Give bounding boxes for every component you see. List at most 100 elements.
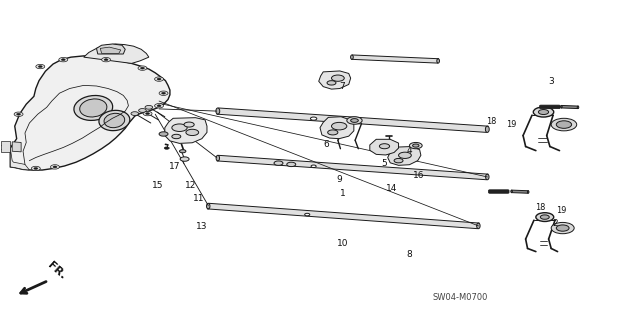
Text: 5: 5 — [381, 159, 387, 168]
Text: 9: 9 — [336, 175, 342, 184]
Ellipse shape — [99, 110, 130, 131]
Text: 10: 10 — [337, 239, 348, 248]
Circle shape — [53, 166, 57, 168]
Circle shape — [172, 134, 180, 139]
Polygon shape — [319, 71, 351, 89]
Text: 17: 17 — [169, 163, 180, 171]
Ellipse shape — [216, 108, 220, 114]
Ellipse shape — [511, 190, 513, 193]
Circle shape — [159, 91, 168, 95]
Circle shape — [287, 162, 296, 167]
Ellipse shape — [485, 126, 489, 132]
Circle shape — [102, 57, 111, 62]
Polygon shape — [100, 47, 121, 53]
Text: 12: 12 — [186, 181, 196, 190]
Circle shape — [31, 166, 40, 171]
Text: 8: 8 — [406, 250, 412, 259]
Text: 15: 15 — [152, 180, 164, 190]
Circle shape — [138, 66, 147, 70]
Circle shape — [328, 130, 338, 135]
Text: 11: 11 — [193, 194, 204, 203]
Polygon shape — [10, 56, 170, 170]
Circle shape — [157, 105, 161, 107]
Circle shape — [551, 222, 574, 234]
Text: 3: 3 — [548, 77, 554, 86]
Circle shape — [184, 122, 194, 127]
Ellipse shape — [486, 174, 489, 180]
Ellipse shape — [207, 203, 210, 209]
Circle shape — [38, 66, 42, 67]
Polygon shape — [351, 55, 438, 63]
Polygon shape — [12, 142, 21, 152]
Circle shape — [413, 144, 419, 147]
Text: 18: 18 — [486, 117, 497, 126]
Ellipse shape — [577, 106, 579, 109]
Polygon shape — [207, 203, 479, 229]
Circle shape — [162, 92, 166, 94]
Polygon shape — [84, 44, 149, 63]
Circle shape — [536, 213, 554, 221]
Circle shape — [347, 117, 362, 124]
Text: 16: 16 — [413, 171, 425, 180]
Ellipse shape — [216, 155, 220, 161]
Text: SW04-M0700: SW04-M0700 — [433, 293, 488, 302]
Circle shape — [164, 147, 170, 149]
Text: 13: 13 — [196, 222, 207, 231]
Polygon shape — [217, 108, 488, 132]
Circle shape — [332, 122, 347, 130]
Circle shape — [14, 112, 23, 117]
Circle shape — [157, 78, 161, 80]
Circle shape — [180, 157, 189, 161]
Polygon shape — [97, 44, 125, 54]
Circle shape — [61, 59, 65, 60]
Circle shape — [399, 152, 412, 158]
Circle shape — [351, 119, 358, 122]
Circle shape — [155, 77, 164, 81]
Ellipse shape — [527, 191, 529, 193]
Text: 7: 7 — [339, 83, 345, 91]
Polygon shape — [165, 118, 207, 143]
Circle shape — [143, 112, 152, 116]
Circle shape — [186, 129, 198, 135]
Circle shape — [131, 112, 139, 116]
Circle shape — [540, 215, 549, 219]
Circle shape — [159, 132, 168, 136]
Polygon shape — [561, 106, 578, 109]
Circle shape — [332, 75, 344, 81]
Ellipse shape — [104, 113, 125, 128]
Text: 6: 6 — [323, 140, 329, 149]
Ellipse shape — [477, 223, 480, 229]
Ellipse shape — [437, 59, 440, 63]
Circle shape — [410, 142, 422, 149]
Ellipse shape — [74, 95, 113, 120]
Circle shape — [17, 113, 20, 115]
Polygon shape — [388, 146, 421, 165]
FancyBboxPatch shape — [488, 190, 509, 193]
Circle shape — [556, 225, 569, 231]
Ellipse shape — [561, 106, 562, 108]
Polygon shape — [10, 148, 29, 170]
Polygon shape — [217, 155, 488, 180]
Text: 19: 19 — [506, 120, 516, 129]
Ellipse shape — [80, 99, 107, 117]
Circle shape — [327, 81, 336, 85]
Circle shape — [145, 106, 153, 109]
Circle shape — [141, 67, 145, 69]
Text: 1: 1 — [339, 189, 345, 198]
Circle shape — [380, 144, 390, 149]
Circle shape — [551, 118, 577, 131]
Text: 14: 14 — [386, 184, 397, 193]
Text: 2: 2 — [552, 219, 558, 228]
Text: FR.: FR. — [45, 260, 67, 281]
Circle shape — [538, 110, 548, 115]
Circle shape — [310, 117, 317, 120]
Circle shape — [172, 124, 187, 131]
Polygon shape — [370, 139, 399, 155]
Polygon shape — [1, 141, 10, 152]
FancyBboxPatch shape — [540, 105, 560, 109]
Circle shape — [51, 165, 60, 169]
Circle shape — [305, 213, 310, 216]
Circle shape — [146, 113, 150, 115]
Circle shape — [139, 109, 147, 112]
Text: 4: 4 — [406, 146, 412, 155]
